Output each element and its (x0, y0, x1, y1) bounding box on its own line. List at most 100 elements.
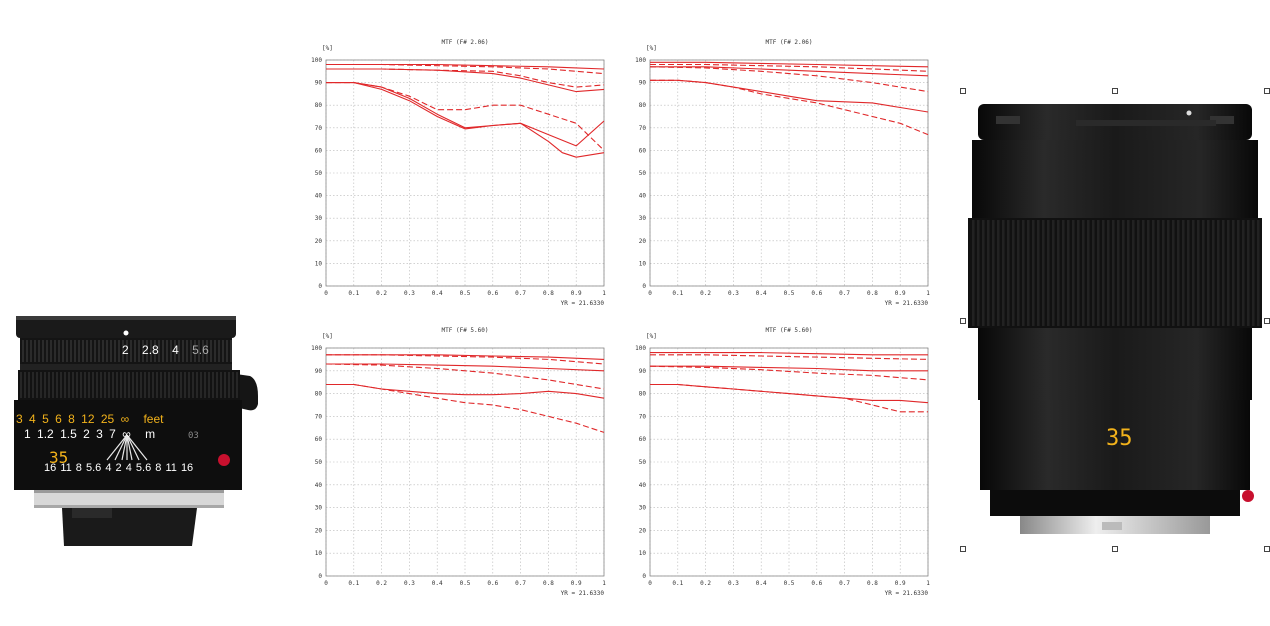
y-tick-label: 10 (315, 550, 323, 557)
y-tick-label: 70 (639, 125, 647, 132)
y-tick-label: 50 (639, 459, 647, 466)
y-tick-label: 20 (639, 238, 647, 245)
y-tick-label: 0 (318, 283, 322, 290)
y-tick-label: 100 (635, 57, 646, 64)
dof-mark: 11 (165, 462, 177, 474)
m-mark: 2 (83, 427, 90, 441)
y-tick-label: 80 (639, 391, 647, 398)
lens-left-drawing: 3 5 03 (14, 316, 258, 546)
mtf-series-line (650, 61, 929, 68)
x-tick-label: 0.9 (895, 290, 906, 297)
selection-handle[interactable] (960, 88, 966, 94)
red-release-dot[interactable] (1242, 490, 1254, 502)
red-release-dot[interactable] (218, 454, 230, 466)
field-note: YR = 21.6330 (885, 300, 929, 307)
dof-mark: 16 (180, 462, 194, 474)
lens-right-drawing: 35 (968, 104, 1262, 534)
y-tick-label: 30 (315, 505, 323, 512)
mtf-chart-3: MTF (F# 5.60) [%] 0 10 20 30 40 50 60 70 80 90 100 0 0… (306, 324, 612, 604)
y-tick-label: 50 (315, 459, 323, 466)
chart-title: MTF (F# 5.60) (766, 327, 813, 334)
aperture-value: 5.6 (192, 343, 209, 357)
x-tick-label: 0.1 (348, 580, 359, 587)
selection-handle[interactable] (1264, 546, 1270, 552)
distance-scale-m: 1 1.2 1.5 2 3 7 ∞ m (24, 427, 155, 441)
plot-frame (649, 59, 929, 287)
y-tick-label: 50 (639, 170, 647, 177)
x-tick-label: 0.7 (839, 290, 850, 297)
feet-mark: 3 (16, 412, 23, 426)
y-tick-label: 40 (315, 193, 323, 200)
x-tick-label: 0.9 (571, 580, 582, 587)
y-tick-label: 10 (639, 550, 647, 557)
x-tick-label: 0.6 (811, 290, 822, 297)
y-tick-label: 90 (315, 368, 323, 375)
plot-frame (325, 347, 605, 577)
x-tick-label: 0.2 (376, 580, 387, 587)
mtf-chart-4: MTF (F# 5.60) [%] 0 10 20 30 40 50 60 70 80 90 100 0 0… (630, 324, 936, 604)
selection-handle[interactable] (1112, 546, 1118, 552)
mtf-series-line (326, 68, 605, 88)
x-tick-label: 1 (926, 290, 930, 297)
y-tick-label: 70 (639, 413, 647, 420)
feet-mark: 25 (100, 412, 115, 426)
aperture-value: 2 (122, 343, 129, 357)
y-tick-label: 40 (639, 482, 647, 489)
dof-mark: 8 (155, 462, 162, 474)
x-tick-label: 0.4 (756, 580, 767, 587)
y-tick-label: 60 (315, 436, 323, 443)
m-mark: ∞ (122, 427, 131, 441)
plot-frame (325, 59, 605, 287)
chart-title: MTF (F# 5.60) (442, 327, 489, 334)
mtf-chart-1: MTF (F# 2.06) [%] 0 10 20 30 40 50 60 70 80 90 100 0 0… (306, 36, 612, 314)
dof-mark: 4 (125, 462, 132, 474)
feet-mark: 4 (29, 412, 36, 426)
selection-handle[interactable] (960, 546, 966, 552)
x-tick-label: 0.9 (895, 580, 906, 587)
mtf-series-line (650, 79, 929, 136)
feet-unit: feet (143, 412, 164, 426)
mtf-series-line (326, 63, 605, 75)
chart-title: MTF (F# 2.06) (766, 39, 813, 46)
x-tick-label: 0.5 (784, 290, 795, 297)
y-tick-label: 90 (639, 80, 647, 87)
mtf-series-line (650, 66, 929, 77)
focal-length-label: 35 (1106, 426, 1133, 451)
m-unit: m (145, 427, 156, 441)
mtf-series-line (650, 354, 929, 360)
y-tick-label: 90 (639, 368, 647, 375)
mtf-series-line (325, 363, 605, 390)
x-tick-label: 0.1 (348, 290, 359, 297)
field-note: YR = 21.6330 (561, 590, 605, 597)
x-tick-label: 0.8 (867, 290, 878, 297)
y-tick-label: 70 (315, 413, 323, 420)
x-tick-label: 0 (648, 290, 652, 297)
y-tick-label: 100 (311, 345, 322, 352)
mtf-series-line (650, 63, 929, 72)
y-tick-label: 100 (311, 57, 322, 64)
x-tick-label: 0.4 (432, 580, 443, 587)
serial-digits: 03 (188, 431, 199, 441)
mtf-series-line (326, 82, 605, 147)
selection-handle[interactable] (1112, 88, 1118, 94)
dof-mark: 16 (44, 462, 57, 474)
dof-scale: 16 11 8 5.6 4 2 4 5.6 8 11 16 (44, 462, 193, 474)
y-tick-label: 80 (315, 102, 323, 109)
x-tick-label: 0.2 (700, 580, 711, 587)
feet-mark: 5 (42, 412, 49, 426)
y-tick-label: 20 (315, 527, 323, 534)
x-tick-label: 1 (602, 580, 606, 587)
selection-handle[interactable] (1264, 88, 1270, 94)
x-tick-label: 0.1 (672, 580, 683, 587)
distance-scale-feet: 3 4 5 6 8 12 25 ∞ feet (16, 412, 163, 426)
y-axis-label: [%] (322, 333, 333, 340)
selection-handle[interactable] (1264, 318, 1270, 324)
dof-mark: 2 (115, 462, 122, 474)
feet-mark: 6 (55, 412, 62, 426)
y-tick-label: 60 (639, 436, 647, 443)
m-mark: 1.2 (37, 427, 54, 441)
x-tick-label: 0.2 (376, 290, 387, 297)
selection-handle[interactable] (960, 318, 966, 324)
x-tick-label: 0.2 (700, 290, 711, 297)
x-tick-label: 0.8 (543, 290, 554, 297)
